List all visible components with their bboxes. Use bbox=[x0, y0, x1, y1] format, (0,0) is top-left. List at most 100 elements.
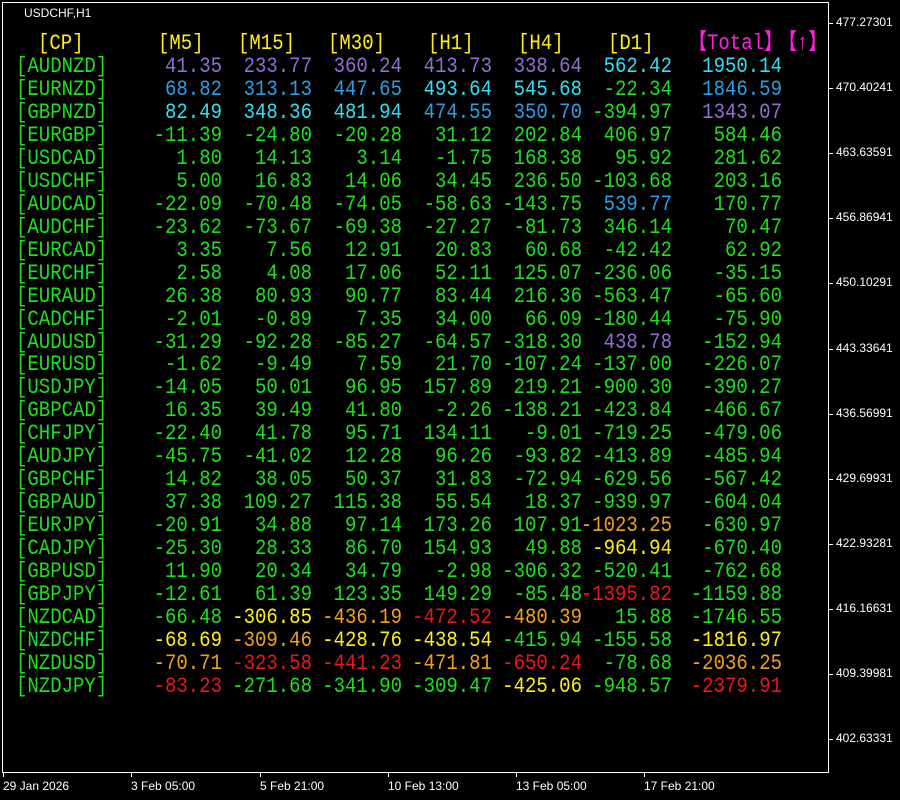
price-tick bbox=[829, 413, 833, 415]
timeframe-value: 406.97 bbox=[603, 121, 672, 148]
pair-label: [CADCHF] bbox=[16, 305, 108, 332]
timeframe-value: 14.13 bbox=[254, 144, 312, 171]
timeframe-value: -103.68 bbox=[592, 167, 672, 194]
time-label: 29 Jan 2026 bbox=[3, 779, 70, 793]
price-label: 422.93281 bbox=[836, 535, 893, 550]
price-tick bbox=[829, 23, 833, 24]
time-tick bbox=[260, 773, 261, 777]
timeframe-value: -93.82 bbox=[513, 443, 582, 470]
timeframe-value: -480.39 bbox=[502, 604, 582, 631]
timeframe-value: -180.44 bbox=[592, 305, 672, 332]
total-value: 1950.14 bbox=[702, 53, 782, 79]
timeframe-value: 96.26 bbox=[434, 443, 492, 470]
total-value: 584.46 bbox=[713, 121, 782, 148]
timeframe-value: 34.88 bbox=[254, 512, 312, 539]
pair-label: [USDCHF] bbox=[16, 167, 108, 194]
timeframe-value: -70.71 bbox=[153, 649, 222, 676]
total-value: -152.94 bbox=[702, 328, 782, 355]
timeframe-value: -1395.82 bbox=[580, 581, 672, 608]
timeframe-value: -964.94 bbox=[592, 535, 672, 562]
header-d1: [D1] bbox=[608, 30, 654, 56]
pair-label: [EURCAD] bbox=[16, 236, 108, 263]
pair-label: [NZDUSD] bbox=[16, 649, 108, 676]
timeframe-value: -11.39 bbox=[153, 121, 222, 148]
price-label: 470.40241 bbox=[836, 80, 893, 95]
timeframe-value: 66.09 bbox=[524, 305, 582, 332]
pair-label: [GBPNZD] bbox=[16, 98, 108, 125]
timeframe-value: 38.05 bbox=[254, 466, 312, 493]
price-tick bbox=[829, 218, 833, 220]
timeframe-value: -413.89 bbox=[592, 443, 672, 470]
timeframe-value: -70.48 bbox=[243, 190, 312, 217]
timeframe-value: -1.62 bbox=[164, 351, 222, 378]
pair-label: [USDCAD] bbox=[16, 144, 108, 171]
price-tick bbox=[829, 348, 833, 350]
total-value: -65.60 bbox=[713, 282, 782, 309]
timeframe-value: 413.73 bbox=[423, 53, 492, 79]
timeframe-value: -14.05 bbox=[153, 374, 222, 401]
timeframe-value: 348.36 bbox=[243, 98, 312, 125]
time-tick bbox=[516, 773, 517, 777]
time-tick bbox=[644, 773, 645, 777]
timeframe-value: -309.47 bbox=[412, 672, 492, 699]
timeframe-value: 16.83 bbox=[254, 167, 312, 194]
timeframe-value: -22.34 bbox=[603, 75, 672, 102]
timeframe-value: 313.13 bbox=[243, 75, 312, 102]
price-label: 443.33641 bbox=[836, 340, 893, 355]
total-value: 203.16 bbox=[713, 167, 782, 194]
pair-label: [EURJPY] bbox=[16, 512, 108, 539]
timeframe-value: 3.14 bbox=[356, 144, 402, 171]
timeframe-value: 539.77 bbox=[603, 190, 672, 217]
time-label: 5 Feb 21:00 bbox=[260, 779, 325, 793]
timeframe-value: 49.88 bbox=[524, 535, 582, 562]
timeframe-value: 474.55 bbox=[423, 98, 492, 125]
timeframe-value: 134.11 bbox=[423, 420, 492, 447]
timeframe-value: -428.76 bbox=[322, 627, 402, 653]
header-h4: [H4] bbox=[518, 30, 564, 56]
timeframe-value: -83.23 bbox=[153, 672, 222, 699]
timeframe-value: -629.56 bbox=[592, 466, 672, 493]
timeframe-value: 154.93 bbox=[423, 535, 492, 562]
chart-area[interactable] bbox=[2, 2, 829, 773]
timeframe-value: -2.26 bbox=[434, 397, 492, 424]
pair-label: [GBPUSD] bbox=[16, 558, 108, 585]
timeframe-value: -306.85 bbox=[232, 604, 312, 631]
timeframe-value: 90.77 bbox=[344, 282, 402, 309]
timeframe-value: -309.46 bbox=[232, 627, 312, 653]
timeframe-value: -236.06 bbox=[592, 259, 672, 286]
timeframe-value: 438.78 bbox=[603, 328, 672, 355]
timeframe-value: 125.07 bbox=[513, 259, 582, 286]
timeframe-value: 95.92 bbox=[614, 144, 672, 171]
timeframe-value: -68.69 bbox=[153, 627, 222, 653]
total-value: -762.68 bbox=[702, 558, 782, 585]
timeframe-value: 86.70 bbox=[344, 535, 402, 562]
pair-label: [NZDJPY] bbox=[16, 672, 108, 699]
timeframe-value: -27.27 bbox=[423, 213, 492, 240]
timeframe-value: -138.21 bbox=[502, 397, 582, 424]
timeframe-value: -143.75 bbox=[502, 190, 582, 217]
timeframe-value: 115.38 bbox=[333, 489, 402, 516]
timeframe-value: 123.35 bbox=[333, 581, 402, 608]
timeframe-value: -438.54 bbox=[412, 627, 492, 653]
timeframe-value: 233.77 bbox=[243, 53, 312, 79]
timeframe-value: 346.14 bbox=[603, 213, 672, 240]
timeframe-value: -423.84 bbox=[592, 397, 672, 424]
timeframe-value: 7.56 bbox=[266, 236, 312, 263]
header-total: 【Total】 bbox=[688, 30, 784, 56]
header-sort[interactable]: 【↑】 bbox=[778, 30, 828, 56]
timeframe-value: 41.78 bbox=[254, 420, 312, 447]
price-tick bbox=[829, 543, 833, 545]
timeframe-value: 21.70 bbox=[434, 351, 492, 378]
timeframe-value: 34.45 bbox=[434, 167, 492, 194]
pair-label: [GBPCHF] bbox=[16, 466, 108, 493]
pair-label: [NZDCHF] bbox=[16, 627, 108, 653]
timeframe-value: 5.00 bbox=[176, 167, 222, 194]
time-label: 17 Feb 21:00 bbox=[644, 779, 715, 793]
timeframe-value: -306.32 bbox=[502, 558, 582, 585]
timeframe-value: 28.33 bbox=[254, 535, 312, 562]
timeframe-value: 14.82 bbox=[164, 466, 222, 493]
pair-label: [AUDUSD] bbox=[16, 328, 108, 355]
timeframe-value: -271.68 bbox=[232, 672, 312, 699]
timeframe-value: 31.12 bbox=[434, 121, 492, 148]
header-cp: [CP] bbox=[38, 30, 84, 56]
